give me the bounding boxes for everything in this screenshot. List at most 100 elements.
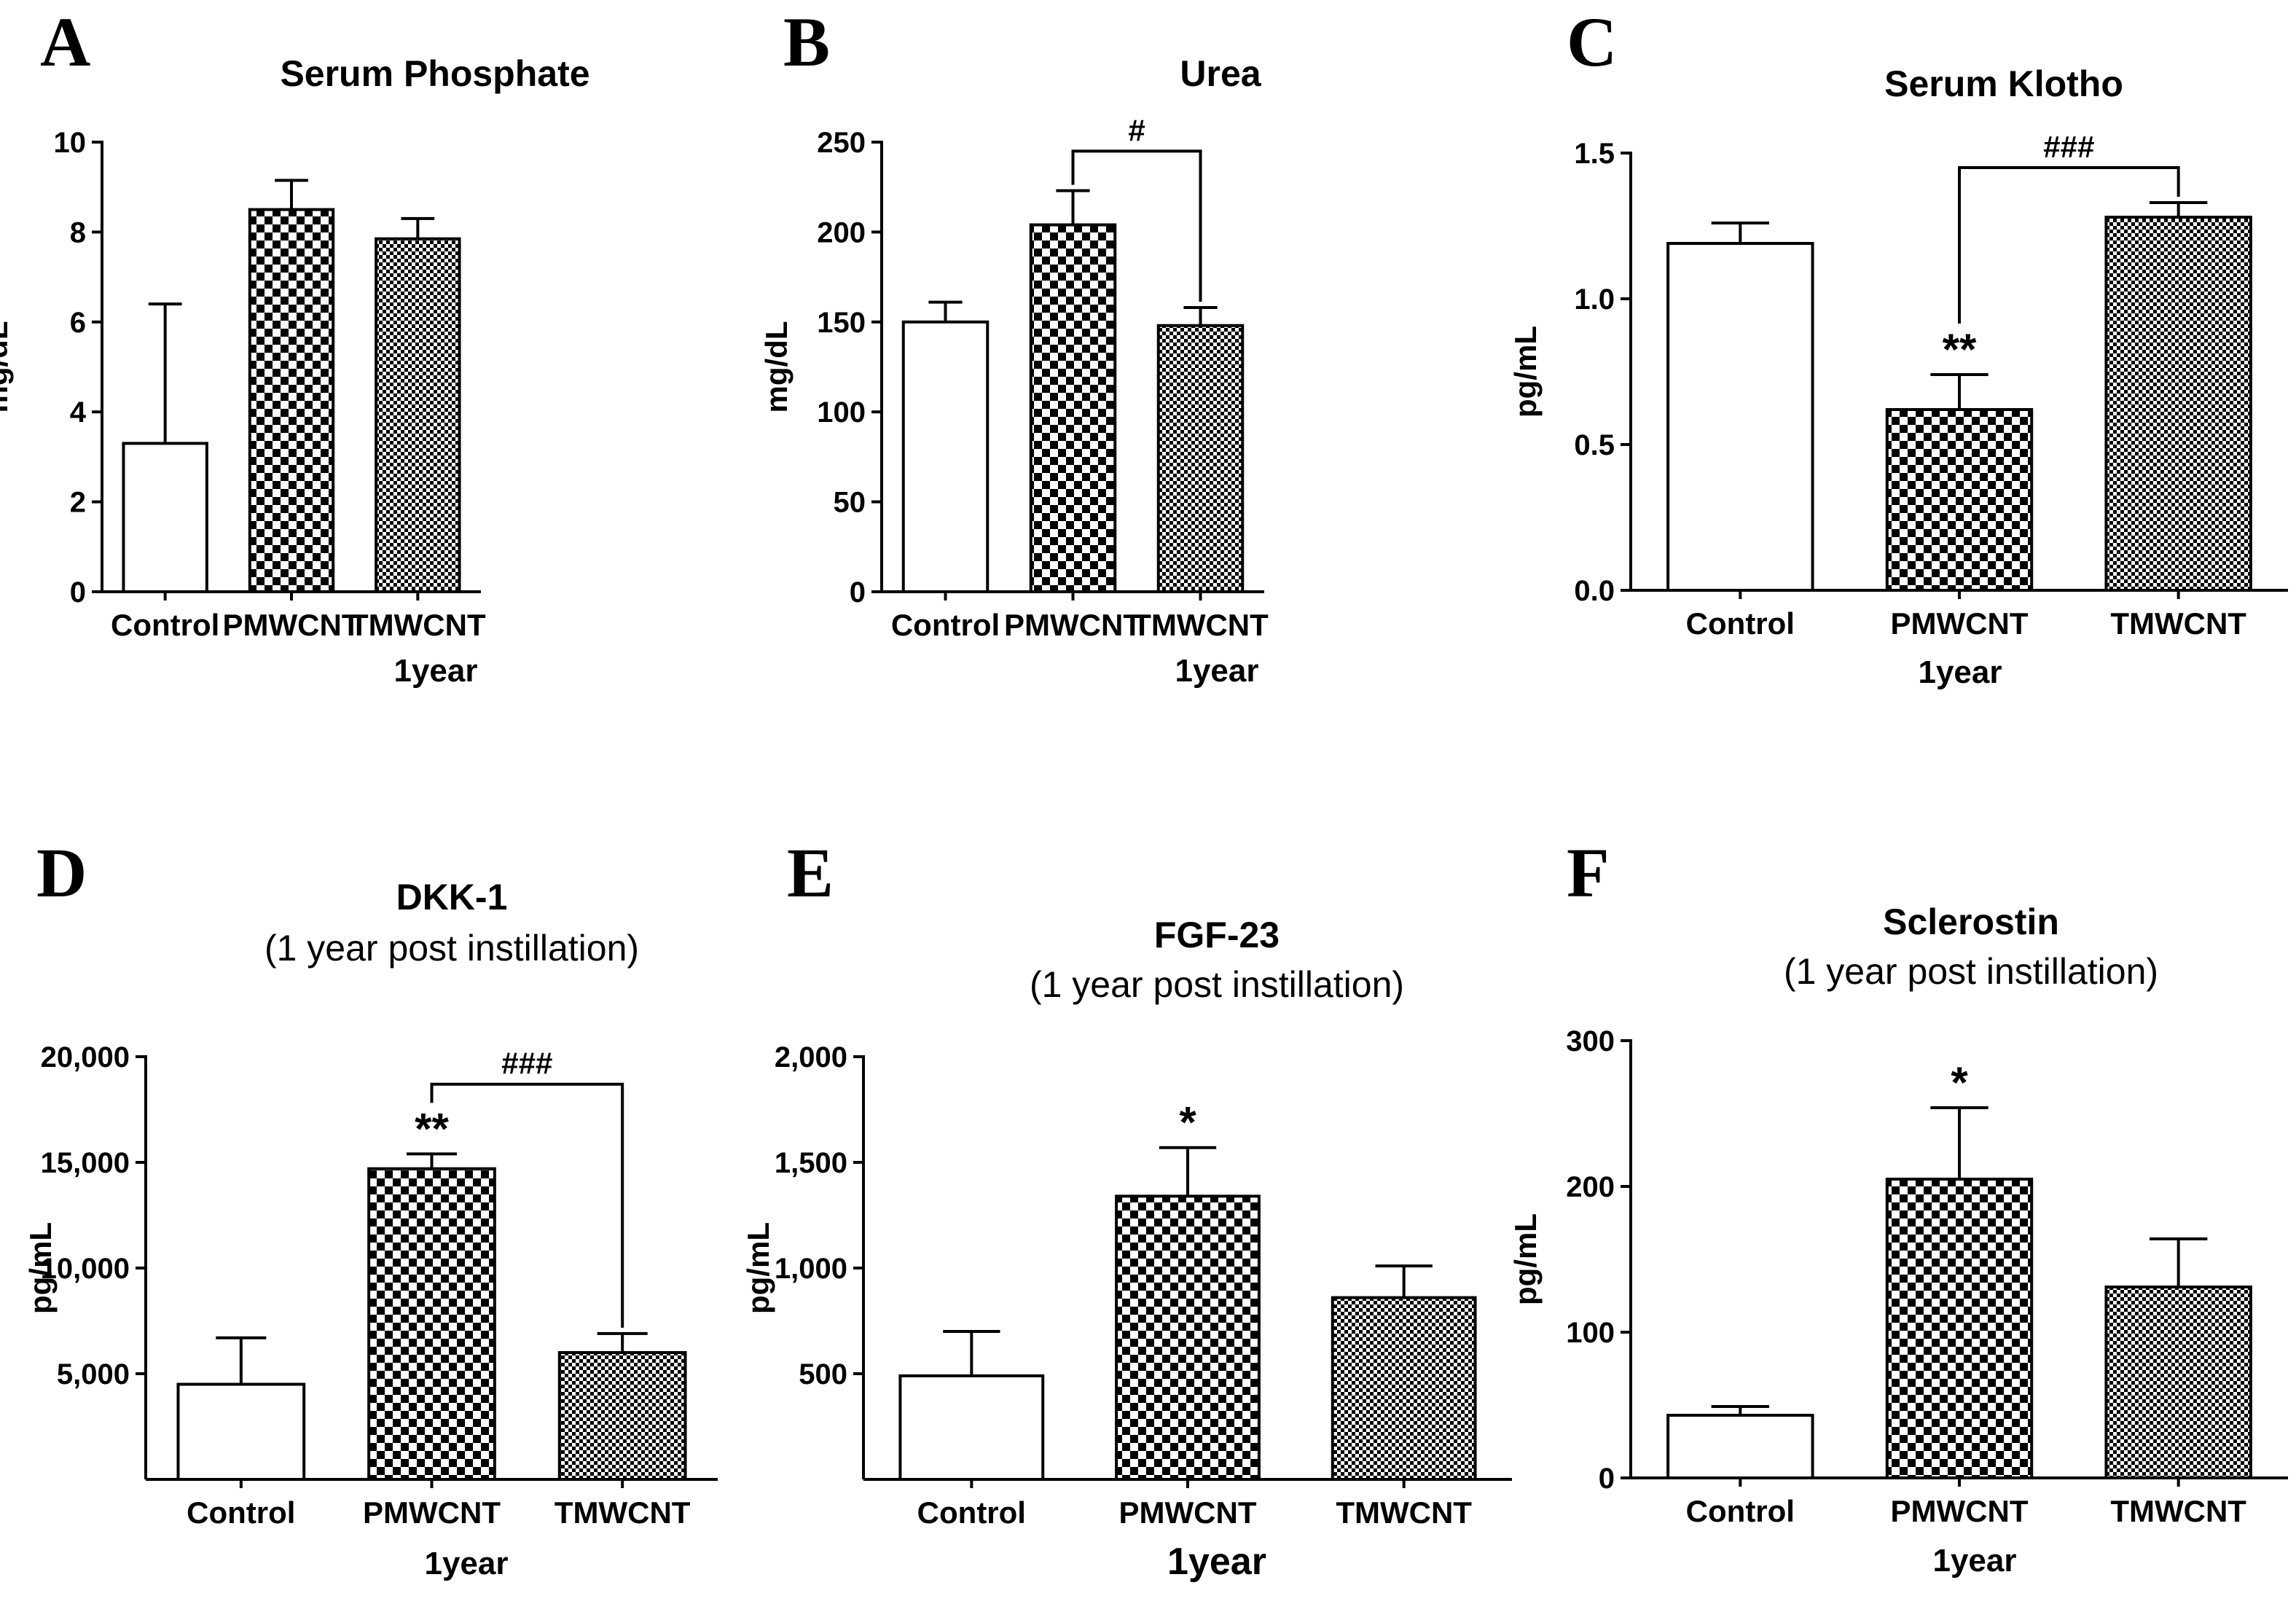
panel-a: A Serum Phosphate 0 2 4 6 8 10 Control PMWCNTTMWC… [0, 3, 590, 689]
x-tick-label: PMWCNT [1891, 1494, 2029, 1528]
x-tick-label: PMWCNT [1004, 608, 1142, 642]
x-axis-title: 1year [1918, 654, 2002, 690]
x-tick-label: Control [891, 608, 1000, 642]
panel-letter: F [1567, 834, 1610, 912]
y-tick-label: 0 [1599, 1463, 1615, 1495]
panel-letter: A [40, 3, 90, 81]
x-tick-label: PMWCNT [223, 608, 361, 642]
y-tick-label: 20,000 [41, 1041, 130, 1073]
x-tick-label: TMWCNT [2110, 1494, 2246, 1528]
panel-c: C Serum Klotho 0.0 0.5 1.0 1.5 Control PMWCNT TM… [1508, 3, 2288, 690]
x-tick-label: Control [917, 1495, 1026, 1530]
x-tick-label: Control [111, 608, 219, 642]
bar-pmwcnt [1115, 1194, 1261, 1482]
chart-subtitle: (1 year post instillation) [1784, 951, 2158, 992]
x-tick-label: PMWCNT [1119, 1495, 1257, 1530]
y-tick-label: 5,000 [57, 1358, 130, 1390]
bar-control [122, 442, 208, 594]
panel-letter: E [787, 834, 834, 912]
bar-tmwcnt [375, 237, 461, 593]
panel-e: E FGF-23 (1 year post instillation) 500 1,00… [741, 834, 1512, 1583]
y-tick-label: 50 [834, 487, 866, 519]
x-axis-title: 1year [393, 653, 477, 689]
bar-control [898, 1374, 1045, 1482]
y-axis-title: mg/dL [0, 321, 14, 413]
y-tick-label: 1.0 [1574, 283, 1615, 316]
x-axis-title: 1year [424, 1546, 508, 1581]
y-tick-label: 6 [70, 307, 86, 339]
y-tick-label: 200 [1566, 1171, 1615, 1203]
significance-marker: ** [415, 1104, 449, 1153]
chart-title: Serum Klotho [1884, 63, 2123, 104]
y-tick-label: 250 [817, 127, 866, 159]
y-axis-title: pg/mL [23, 1222, 58, 1314]
bar-control [1666, 242, 1814, 592]
y-tick-label: 4 [70, 396, 87, 429]
x-tick-label: Control [1686, 606, 1795, 641]
significance-marker: * [1951, 1058, 1968, 1107]
bar-control [901, 320, 990, 593]
bar-tmwcnt [557, 1351, 687, 1481]
x-tick-label: Control [1686, 1494, 1795, 1528]
bracket-label: ### [2043, 130, 2094, 164]
bar-pmwcnt [248, 208, 335, 593]
y-tick-label: 10 [54, 127, 87, 159]
panel-f: F Sclerostin (1 year post instillation) 0 10… [1508, 834, 2288, 1578]
bar-tmwcnt [1156, 324, 1245, 593]
y-axis-title: mg/dL [759, 321, 794, 413]
y-tick-label: 500 [799, 1358, 847, 1390]
x-tick-label: Control [187, 1495, 295, 1530]
y-tick-label: 1,000 [775, 1253, 847, 1285]
chart-title: DKK-1 [396, 877, 508, 918]
x-tick-label: PMWCNT [1891, 606, 2029, 641]
y-tick-label: 300 [1566, 1025, 1615, 1057]
y-tick-label: 8 [70, 216, 86, 249]
bar-tmwcnt [2104, 216, 2252, 592]
x-tick-label: PMWCNT [363, 1495, 501, 1530]
bar-control [1666, 1414, 1814, 1479]
significance-marker: * [1179, 1098, 1196, 1147]
panel-letter: B [783, 3, 830, 81]
x-axis-title: 1year [1167, 1541, 1266, 1583]
y-tick-label: 2,000 [775, 1041, 847, 1073]
y-tick-label: 15,000 [41, 1147, 130, 1179]
x-tick-label: TMWCNT [555, 1495, 691, 1530]
x-tick-label: TMWCNT [2110, 606, 2246, 641]
comparison-bracket [430, 1082, 624, 1328]
bar-tmwcnt [2104, 1286, 2252, 1479]
panel-letter: D [36, 834, 87, 912]
y-tick-label: 0 [850, 576, 866, 609]
comparison-bracket [1071, 149, 1202, 302]
y-tick-label: 0.0 [1574, 575, 1615, 607]
bar-pmwcnt [367, 1167, 496, 1481]
chart-title: Sclerostin [1883, 901, 2059, 942]
bar-pmwcnt [1885, 408, 2034, 592]
bar-tmwcnt [1331, 1296, 1477, 1481]
y-tick-label: 200 [817, 216, 866, 249]
y-axis-title: pg/mL [1508, 1213, 1543, 1305]
chart-subtitle: (1 year post instillation) [265, 928, 639, 969]
bracket-label: ### [501, 1046, 552, 1081]
y-tick-label: 10,000 [41, 1253, 130, 1285]
bar-pmwcnt [1029, 223, 1117, 593]
panel-letter: C [1567, 3, 1617, 81]
y-tick-label: 100 [1566, 1317, 1615, 1349]
y-axis-title: pg/mL [741, 1222, 775, 1314]
y-tick-label: 0 [70, 576, 86, 609]
bracket-label: # [1128, 113, 1145, 147]
panel-d: D DKK-1 (1 year post instillation) 5,000 10,… [23, 834, 718, 1581]
y-tick-label: 1.5 [1574, 138, 1615, 170]
bar-control [176, 1382, 306, 1481]
x-tick-label: TMWCNT [1336, 1495, 1472, 1530]
y-tick-label: 150 [817, 307, 866, 339]
y-tick-label: 1,500 [775, 1147, 847, 1179]
y-tick-label: 100 [817, 396, 866, 429]
chart-title: Serum Phosphate [280, 53, 589, 94]
x-axis-title: 1year [1932, 1543, 2016, 1578]
chart-title: Urea [1180, 53, 1261, 94]
comparison-bracket [1958, 166, 2180, 324]
bar-pmwcnt [1885, 1178, 2034, 1479]
significance-marker: ** [1943, 325, 1977, 374]
